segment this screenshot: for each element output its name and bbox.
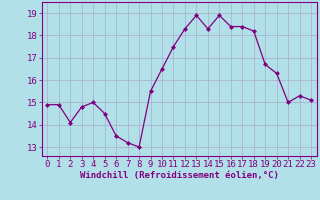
X-axis label: Windchill (Refroidissement éolien,°C): Windchill (Refroidissement éolien,°C) [80, 171, 279, 180]
